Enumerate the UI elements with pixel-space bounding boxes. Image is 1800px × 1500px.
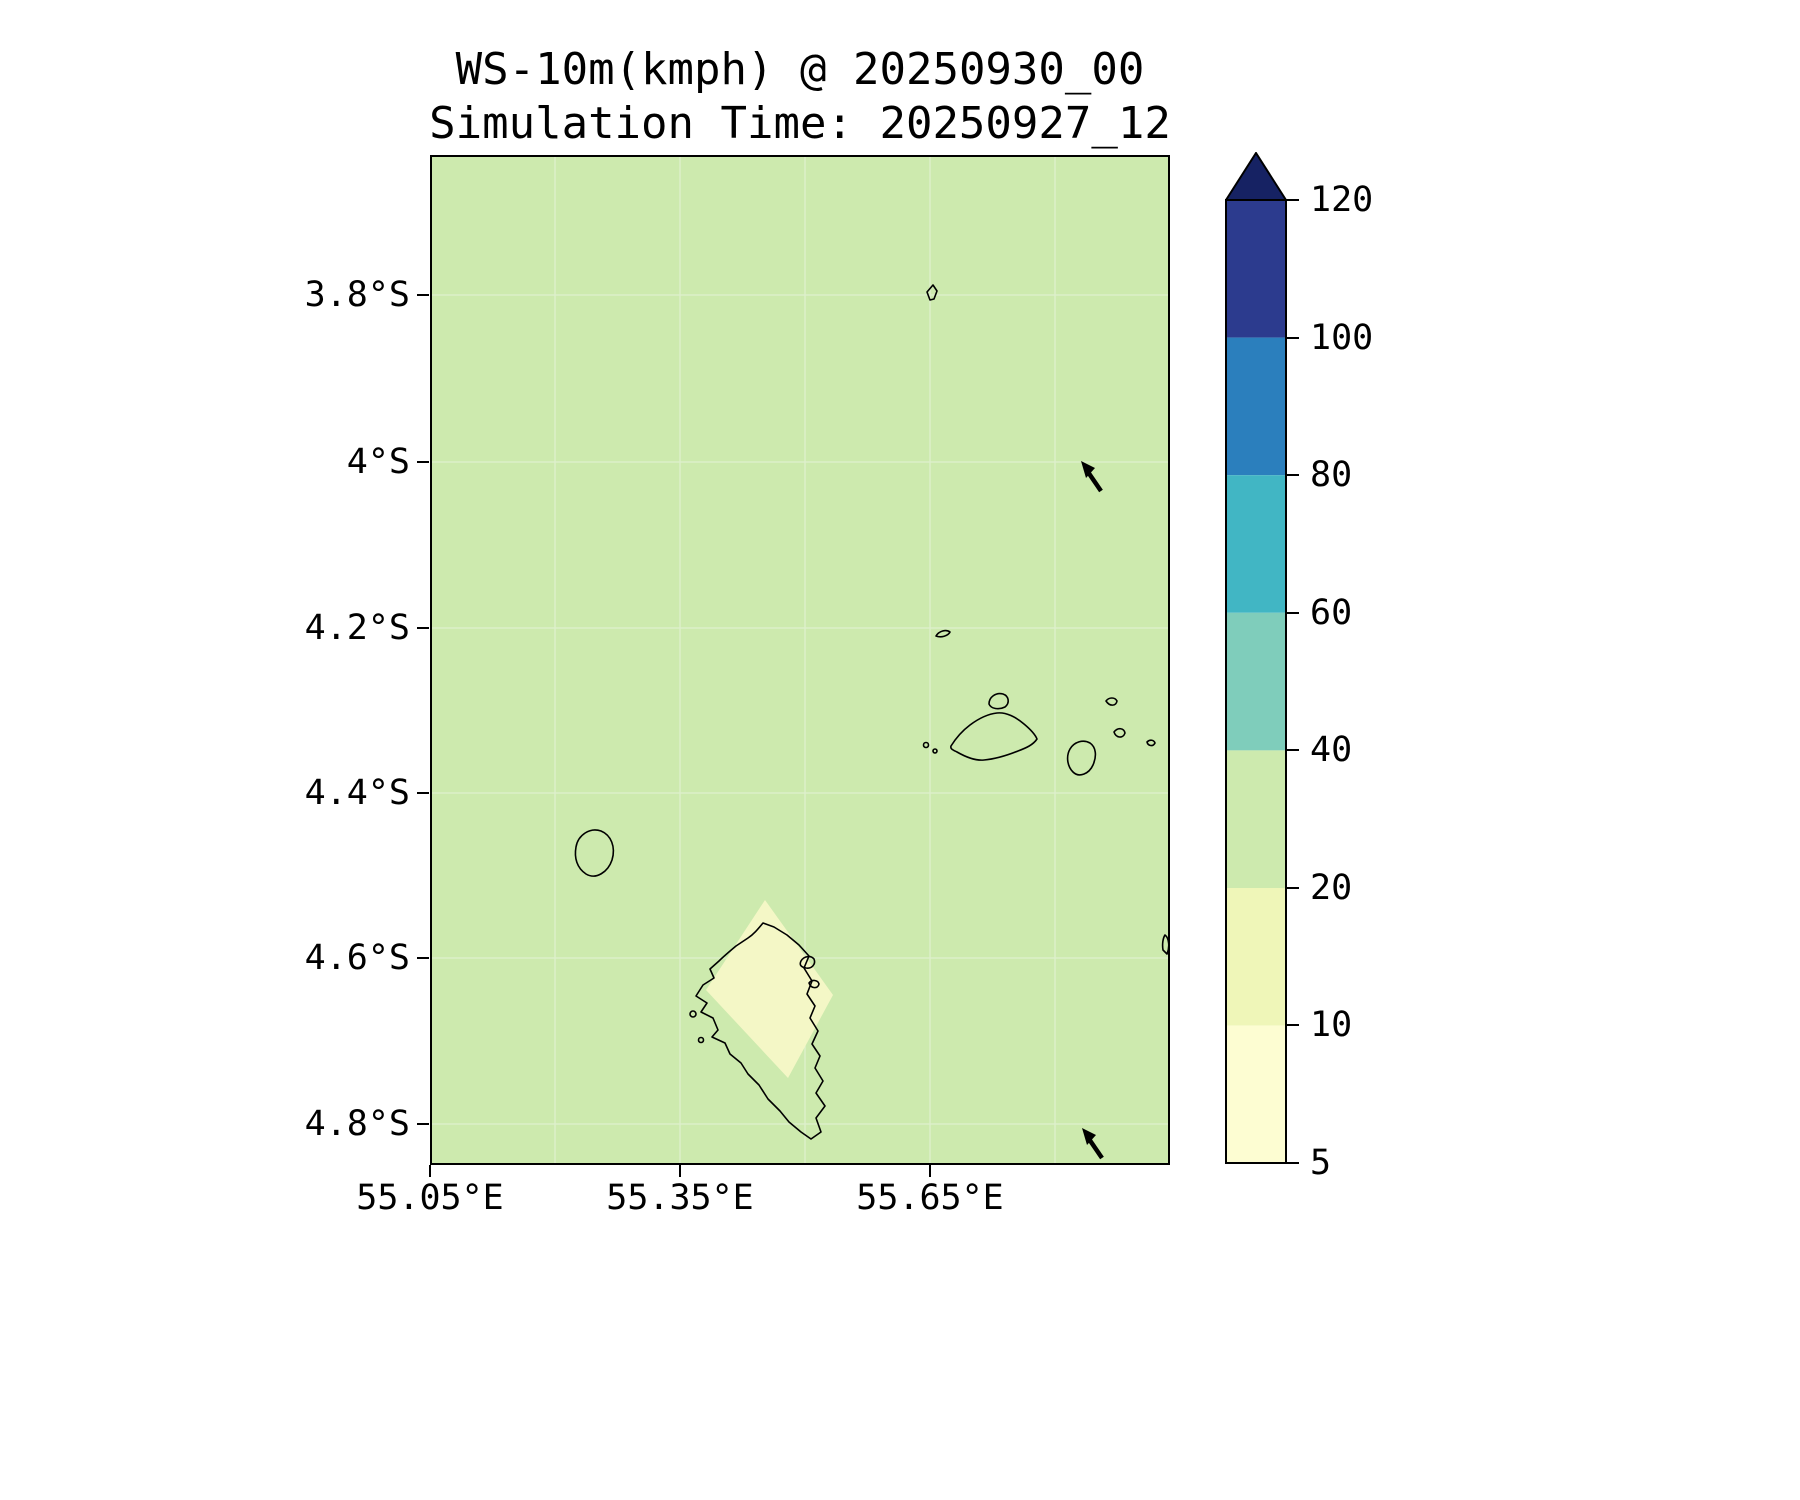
gridlines — [430, 155, 1170, 1165]
plot-frame — [430, 155, 1170, 1165]
colorbar-tick-label: 80 — [1310, 455, 1353, 495]
y-tick-label: 4.4°S — [304, 773, 410, 813]
colorbar-tick-label: 100 — [1310, 318, 1374, 358]
colorbar-segment-20-40 — [1226, 750, 1286, 888]
plot-title: WS-10m(kmph) @ 20250930_00 — [455, 44, 1145, 95]
wind-arrows — [1081, 461, 1104, 1160]
y-tickmark — [417, 461, 429, 463]
colorbar-tick-label: 5 — [1310, 1143, 1332, 1183]
y-tick-label: 3.8°S — [304, 275, 410, 315]
curieuse-island-outline — [988, 692, 1009, 710]
colorbar-segment-100-120 — [1226, 200, 1286, 338]
la-digue-island-outline — [1066, 740, 1097, 776]
y-tickmark — [417, 1123, 429, 1125]
y-tick-label: 4.8°S — [304, 1104, 410, 1144]
colorbar-tick-label: 20 — [1310, 868, 1353, 908]
x-tickmark — [679, 1165, 681, 1177]
y-tickmark — [417, 294, 429, 296]
y-tick-label: 4.2°S — [304, 608, 410, 648]
islet-outline — [697, 1036, 705, 1044]
colorbar-tickmark — [1287, 612, 1299, 614]
islet-outline — [1105, 697, 1118, 706]
mahe-island-outline — [695, 922, 826, 1140]
colorbar-tickmark — [1287, 1024, 1299, 1026]
colorbar-tick-label: 120 — [1310, 180, 1374, 220]
islet-outline — [922, 741, 930, 749]
islet-outline-east-edge — [1161, 934, 1170, 955]
islet-outline — [1146, 739, 1156, 747]
islet-outline — [808, 979, 820, 989]
islet-outline — [932, 748, 938, 754]
islet-outline — [799, 955, 816, 969]
colorbar-tickmark — [1287, 887, 1299, 889]
colorbar-extend-triangle — [1225, 152, 1287, 201]
colorbar-frame — [1225, 199, 1287, 1164]
plot-subtitle: Simulation Time: 20250927_12 — [429, 98, 1171, 149]
y-tickmark — [417, 792, 429, 794]
x-tickmark — [929, 1165, 931, 1177]
colorbar-tickmark — [1287, 749, 1299, 751]
x-tick-label: 55.35°E — [606, 1178, 754, 1218]
colorbar-tickmark — [1287, 1162, 1299, 1164]
silhouette-island-outline — [574, 829, 615, 877]
colorbar-tickmark — [1287, 199, 1299, 201]
coastlines — [574, 284, 1170, 1140]
colorbar-segment-60-80 — [1226, 475, 1286, 613]
map-plot — [430, 155, 1170, 1165]
colorbar-tickmark — [1287, 474, 1299, 476]
islet-outline — [1113, 727, 1126, 738]
colorbar-segment-10-20 — [1226, 888, 1286, 1026]
x-tick-label: 55.05°E — [356, 1178, 504, 1218]
colorbar-tickmark — [1287, 337, 1299, 339]
colorbar-segment-5-10 — [1226, 1025, 1286, 1163]
wind-arrow — [1081, 461, 1103, 493]
x-tickmark — [429, 1165, 431, 1177]
colorbar-tick-label: 10 — [1310, 1005, 1353, 1045]
praslin-island-outline — [950, 712, 1038, 761]
y-tick-label: 4.6°S — [304, 938, 410, 978]
wind-arrow — [1082, 1128, 1104, 1160]
islet-outline — [689, 1010, 697, 1018]
x-tick-label: 55.65°E — [856, 1178, 1004, 1218]
y-tickmark — [417, 627, 429, 629]
colorbar-segment-80-100 — [1226, 337, 1286, 476]
islet-outline-sliver — [935, 629, 951, 638]
colorbar — [1225, 152, 1287, 1164]
colorbar-tick-label: 60 — [1310, 593, 1353, 633]
y-tick-label: 4°S — [346, 442, 410, 482]
islet-outline-north — [926, 284, 938, 301]
y-tickmark — [417, 957, 429, 959]
colorbar-tick-label: 40 — [1310, 730, 1353, 770]
colorbar-segment-40-60 — [1226, 612, 1286, 751]
